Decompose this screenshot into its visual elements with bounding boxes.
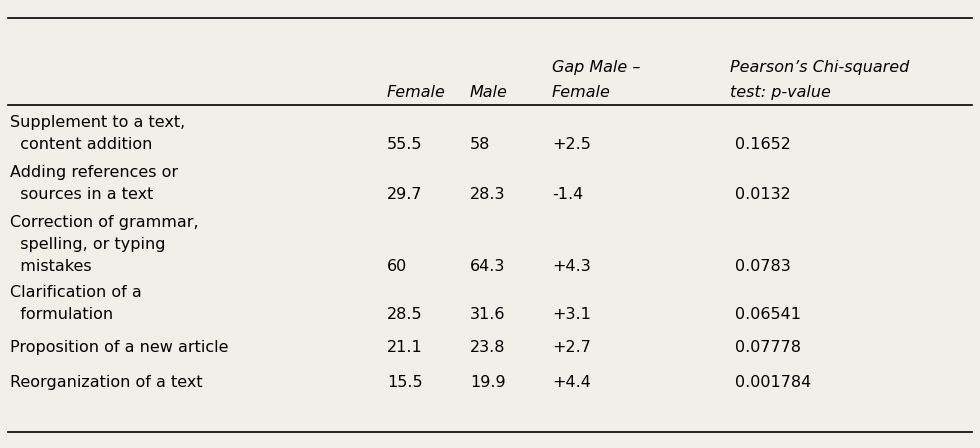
Text: 0.0783: 0.0783 bbox=[735, 259, 791, 274]
Text: Reorganization of a text: Reorganization of a text bbox=[10, 375, 203, 390]
Text: 29.7: 29.7 bbox=[387, 187, 422, 202]
Text: spelling, or typing: spelling, or typing bbox=[10, 237, 166, 252]
Text: -1.4: -1.4 bbox=[552, 187, 583, 202]
Text: 0.001784: 0.001784 bbox=[735, 375, 811, 390]
Text: 23.8: 23.8 bbox=[470, 340, 506, 355]
Text: 0.1652: 0.1652 bbox=[735, 137, 791, 152]
Text: Proposition of a new article: Proposition of a new article bbox=[10, 340, 228, 355]
Text: +2.5: +2.5 bbox=[552, 137, 591, 152]
Text: 0.0132: 0.0132 bbox=[735, 187, 791, 202]
Text: mistakes: mistakes bbox=[10, 259, 91, 274]
Text: 28.3: 28.3 bbox=[470, 187, 506, 202]
Text: sources in a text: sources in a text bbox=[10, 187, 154, 202]
Text: 19.9: 19.9 bbox=[470, 375, 506, 390]
Text: test: p-value: test: p-value bbox=[730, 85, 831, 100]
Text: 64.3: 64.3 bbox=[470, 259, 506, 274]
Text: 55.5: 55.5 bbox=[387, 137, 422, 152]
Text: 0.07778: 0.07778 bbox=[735, 340, 801, 355]
Text: +4.3: +4.3 bbox=[552, 259, 591, 274]
Text: 58: 58 bbox=[470, 137, 490, 152]
Text: 15.5: 15.5 bbox=[387, 375, 422, 390]
Text: Male: Male bbox=[470, 85, 508, 100]
Text: content addition: content addition bbox=[10, 137, 152, 152]
Text: Female: Female bbox=[552, 85, 611, 100]
Text: 31.6: 31.6 bbox=[470, 307, 506, 322]
Text: 21.1: 21.1 bbox=[387, 340, 422, 355]
Text: +2.7: +2.7 bbox=[552, 340, 591, 355]
Text: Clarification of a: Clarification of a bbox=[10, 285, 142, 300]
Text: formulation: formulation bbox=[10, 307, 113, 322]
Text: Female: Female bbox=[387, 85, 446, 100]
Text: Gap Male –: Gap Male – bbox=[552, 60, 640, 75]
Text: Correction of grammar,: Correction of grammar, bbox=[10, 215, 199, 230]
Text: +3.1: +3.1 bbox=[552, 307, 591, 322]
Text: 28.5: 28.5 bbox=[387, 307, 422, 322]
Text: 60: 60 bbox=[387, 259, 408, 274]
Text: Supplement to a text,: Supplement to a text, bbox=[10, 115, 185, 130]
Text: +4.4: +4.4 bbox=[552, 375, 591, 390]
Text: Pearson’s Chi-squared: Pearson’s Chi-squared bbox=[730, 60, 909, 75]
Text: Adding references or: Adding references or bbox=[10, 165, 178, 180]
Text: 0.06541: 0.06541 bbox=[735, 307, 801, 322]
